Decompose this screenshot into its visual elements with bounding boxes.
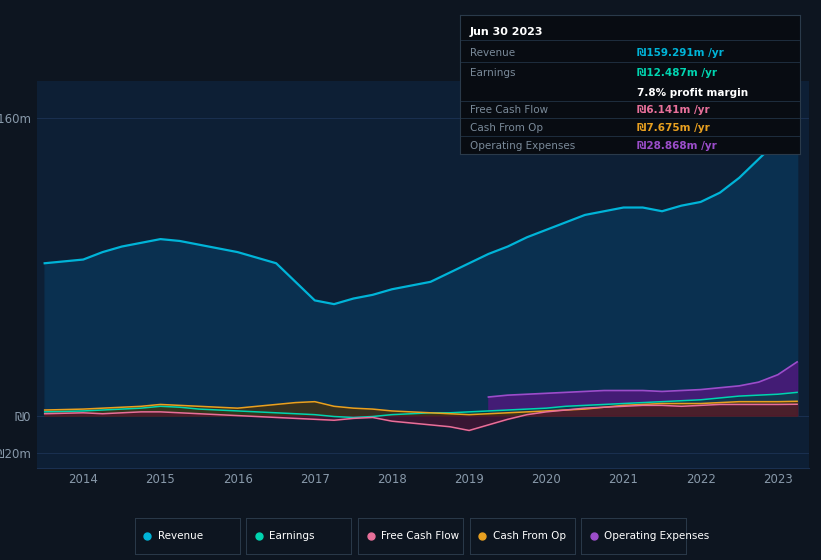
Text: Operating Expenses: Operating Expenses (470, 141, 576, 151)
Text: ₪6.141m /yr: ₪6.141m /yr (637, 105, 709, 115)
Text: ₪159.291m /yr: ₪159.291m /yr (637, 48, 723, 58)
Text: Revenue: Revenue (470, 48, 515, 58)
Text: Earnings: Earnings (269, 531, 315, 541)
Text: Jun 30 2023: Jun 30 2023 (470, 27, 544, 37)
Text: ₪12.487m /yr: ₪12.487m /yr (637, 68, 717, 78)
Text: ₪28.868m /yr: ₪28.868m /yr (637, 141, 717, 151)
Text: Revenue: Revenue (158, 531, 203, 541)
Text: Free Cash Flow: Free Cash Flow (381, 531, 459, 541)
Text: Operating Expenses: Operating Expenses (604, 531, 709, 541)
Text: Earnings: Earnings (470, 68, 516, 78)
Text: 7.8% profit margin: 7.8% profit margin (637, 88, 748, 98)
Text: ₪7.675m /yr: ₪7.675m /yr (637, 123, 709, 133)
Text: Free Cash Flow: Free Cash Flow (470, 105, 548, 115)
Text: Cash From Op: Cash From Op (470, 123, 543, 133)
Text: Cash From Op: Cash From Op (493, 531, 566, 541)
